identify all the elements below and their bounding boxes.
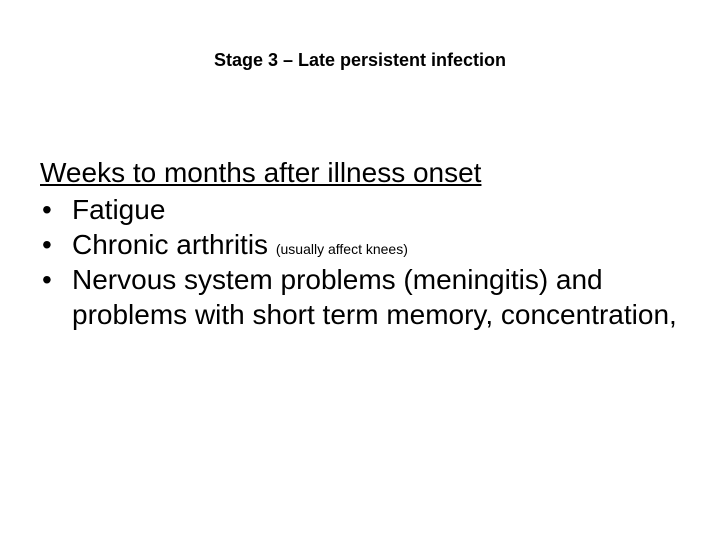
bullet-item: Fatigue: [40, 192, 680, 227]
bullet-text: Chronic arthritis: [72, 229, 276, 260]
content-area: Weeks to months after illness onset Fati…: [40, 156, 680, 332]
subtitle: Weeks to months after illness onset: [40, 156, 680, 190]
slide-title: Stage 3 – Late persistent infection: [0, 50, 720, 71]
bullet-item: Nervous system problems (meningitis) and…: [40, 262, 680, 332]
bullet-item: Chronic arthritis (usually affect knees): [40, 227, 680, 262]
bullet-text: Fatigue: [72, 194, 165, 225]
bullet-note: (usually affect knees): [276, 241, 408, 257]
bullet-text: Nervous system problems (meningitis) and…: [72, 264, 677, 330]
bullet-list: Fatigue Chronic arthritis (usually affec…: [40, 192, 680, 332]
